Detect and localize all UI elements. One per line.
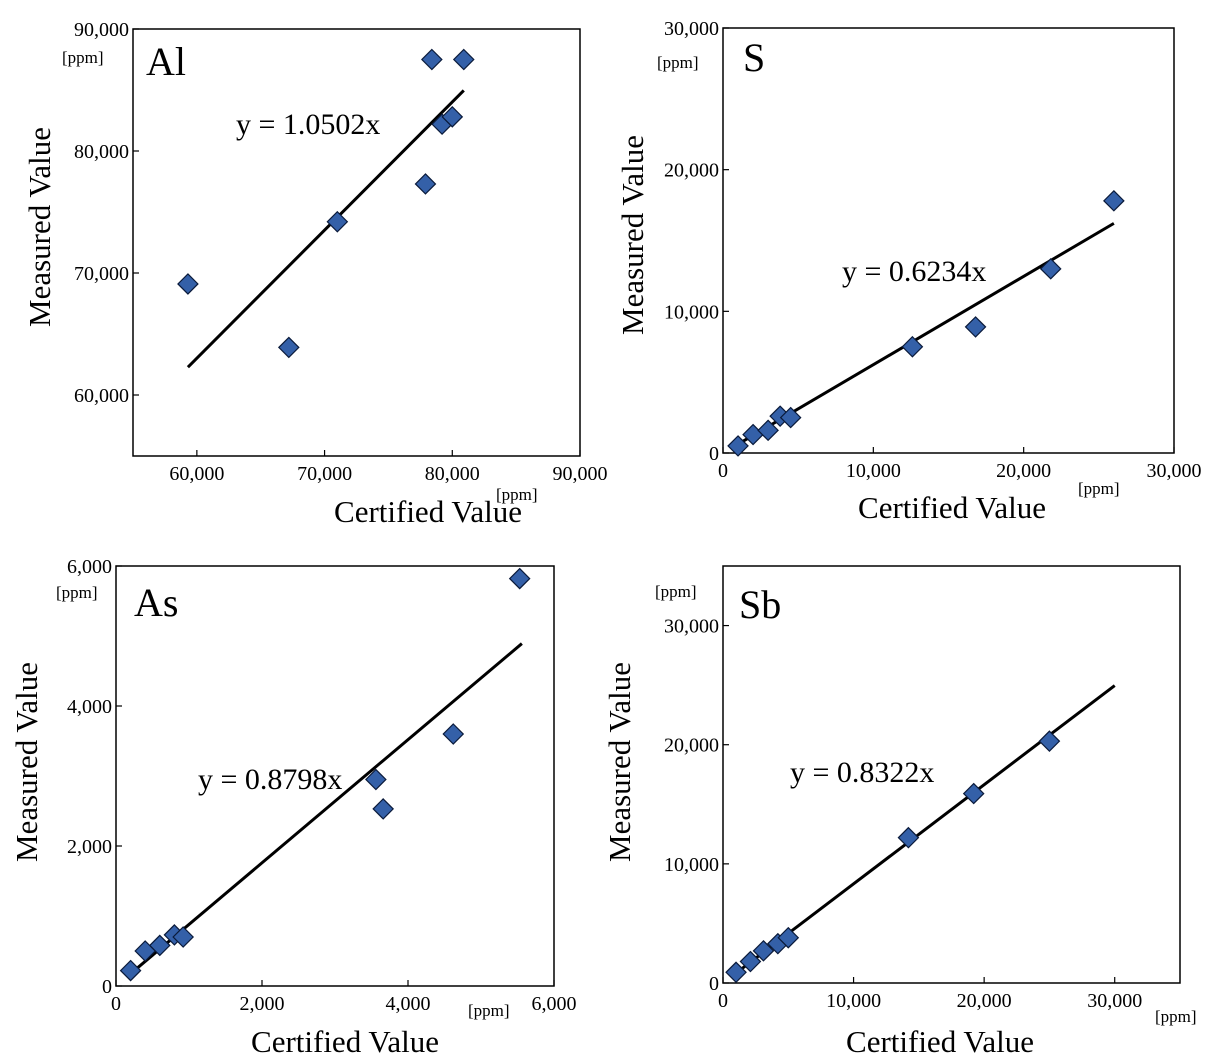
y-tick-label: 2,000 — [67, 836, 112, 858]
x-unit-label: [ppm] — [1078, 479, 1120, 498]
fit-line — [129, 642, 523, 975]
data-point — [172, 926, 195, 948]
x-axis-title: Certified Value — [251, 1024, 439, 1058]
y-tick-label: 10,000 — [664, 301, 719, 323]
data-point — [119, 959, 142, 982]
y-tick-label: 70,000 — [74, 263, 129, 285]
x-tick-label: 80,000 — [425, 463, 480, 485]
y-tick-label: 30,000 — [664, 616, 719, 638]
data-point — [752, 939, 775, 962]
x-tick-label: 10,000 — [826, 990, 881, 1012]
data-point — [177, 273, 199, 295]
x-tick-label: 60,000 — [169, 463, 224, 485]
fit-line — [735, 684, 1116, 975]
data-point — [452, 48, 475, 71]
data-point — [739, 950, 762, 973]
y-tick-label: 0 — [709, 443, 719, 465]
chart-panel-sb: 0 10,000 20,000 30,000 0 10,000 20,000 30,000 [p… — [602, 565, 1197, 1059]
data-point — [727, 435, 749, 457]
data-point — [779, 406, 802, 429]
x-tick-label: 0 — [718, 460, 728, 482]
fit-line — [186, 89, 465, 369]
y-unit-label: [ppm] — [62, 48, 104, 67]
data-point — [962, 782, 985, 805]
data-point — [372, 798, 395, 820]
y-tick-label: 80,000 — [74, 141, 129, 163]
y-tick-label: 30,000 — [664, 18, 719, 40]
plot-frame — [722, 27, 1175, 454]
y-axis-title: Measured Value — [9, 662, 44, 862]
data-point — [1103, 189, 1125, 212]
data-point — [414, 173, 437, 195]
x-axis-title: Certified Value — [846, 1024, 1034, 1058]
fit-equation: y = 0.8322x — [790, 756, 934, 789]
x-tick-label: 20,000 — [996, 460, 1051, 482]
y-tick-label: 0 — [102, 976, 112, 998]
plot-frame — [722, 565, 1181, 984]
data-point — [148, 934, 171, 957]
x-tick-label: 30,000 — [1087, 990, 1142, 1012]
data-point — [897, 826, 920, 849]
y-tick-label: 90,000 — [74, 19, 129, 41]
x-axis-title: Certified Value — [334, 494, 522, 529]
x-tick-label: 30,000 — [1147, 460, 1202, 482]
y-tick-label: 20,000 — [664, 735, 719, 757]
x-tick-label: 70,000 — [297, 463, 352, 485]
data-point — [441, 105, 464, 128]
data-point — [777, 926, 800, 949]
y-unit-label: [ppm] — [655, 582, 697, 601]
chart-panel-al: 60,000 70,000 80,000 90,000 60,000 70,000 80,0… — [22, 19, 608, 529]
y-tick-label: 6,000 — [67, 556, 112, 578]
fit-equation: y = 1.0502x — [236, 108, 380, 141]
data-point — [1038, 730, 1061, 752]
x-tick-label: 6,000 — [532, 993, 577, 1015]
x-unit-label: [ppm] — [496, 485, 538, 504]
fit-equation: y = 0.8798x — [198, 763, 342, 796]
y-tick-label: 4,000 — [67, 696, 112, 718]
data-point — [326, 210, 349, 233]
element-label: As — [134, 580, 178, 625]
y-unit-label: [ppm] — [56, 583, 98, 602]
x-unit-label: [ppm] — [468, 1001, 510, 1020]
element-label: S — [743, 35, 765, 80]
element-label: Al — [146, 39, 186, 84]
x-unit-label: [ppm] — [1155, 1007, 1197, 1026]
element-label: Sb — [739, 582, 781, 627]
data-point — [421, 48, 443, 71]
x-tick-label: 20,000 — [957, 990, 1012, 1012]
data-point — [964, 316, 987, 338]
x-tick-label: 0 — [718, 990, 728, 1012]
chart-panel-as: 0 2,000 4,000 6,000 0 2,000 4,000 6,000 [ppm] [pp… — [9, 556, 577, 1059]
data-point — [365, 768, 387, 791]
x-tick-label: 2,000 — [240, 993, 285, 1015]
data-point — [1039, 257, 1062, 280]
y-axis-title: Measured Value — [22, 127, 57, 327]
plot-frame — [132, 28, 581, 457]
data-point — [757, 419, 779, 442]
x-axis-title: Certified Value — [858, 490, 1046, 525]
x-tick-label: 0 — [111, 993, 121, 1015]
data-point — [277, 336, 300, 359]
y-tick-label: 0 — [709, 973, 719, 995]
y-tick-label: 60,000 — [74, 385, 129, 407]
data-point — [725, 961, 747, 984]
chart-panel-s: 0 10,000 20,000 30,000 0 10,000 20,000 30,000 [p… — [615, 18, 1202, 525]
x-tick-label: 4,000 — [386, 993, 431, 1015]
data-point — [508, 567, 531, 590]
y-axis-title: Measured Value — [615, 135, 650, 335]
data-point — [901, 335, 924, 358]
y-tick-label: 20,000 — [664, 160, 719, 182]
fit-equation: y = 0.6234x — [842, 255, 986, 288]
x-tick-label: 10,000 — [846, 460, 901, 482]
y-axis-title: Measured Value — [602, 662, 637, 862]
y-tick-label: 10,000 — [664, 854, 719, 876]
y-unit-label: [ppm] — [657, 53, 699, 72]
data-point — [442, 723, 465, 745]
plot-frame — [115, 565, 555, 987]
x-tick-label: 90,000 — [553, 463, 608, 485]
